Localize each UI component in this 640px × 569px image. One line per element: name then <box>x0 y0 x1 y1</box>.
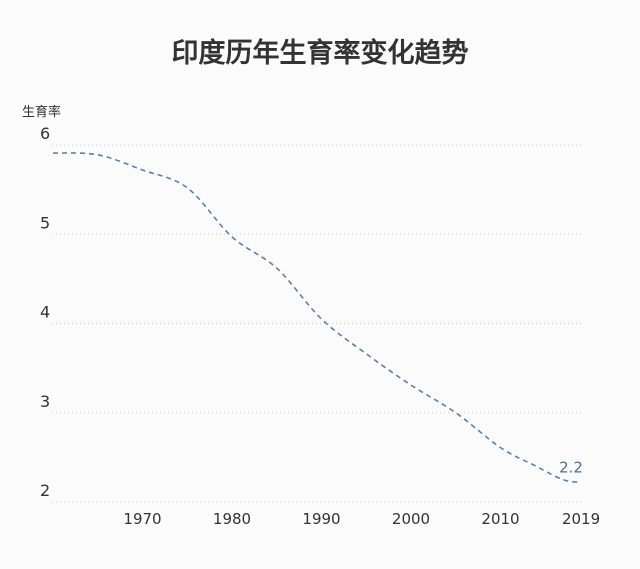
y-axis-label: 生育率 <box>22 104 61 120</box>
y-tick-label: 3 <box>40 392 50 411</box>
y-tick-label: 2 <box>40 481 50 500</box>
x-tick-label: 1980 <box>213 510 251 528</box>
chart-title: 印度历年生育率变化趋势 <box>172 37 469 69</box>
x-tick-label: 1990 <box>302 510 340 528</box>
x-tick-label: 1970 <box>123 510 161 528</box>
x-tick-label: 2000 <box>392 510 430 528</box>
grid-lines <box>52 144 582 503</box>
y-axis-ticks: 2 3 4 5 6 <box>40 124 50 500</box>
y-tick-label: 5 <box>40 213 50 232</box>
x-tick-label: 2010 <box>481 510 519 528</box>
x-axis-ticks: 1970 1980 1990 2000 2010 2019 <box>123 510 600 528</box>
y-tick-label: 6 <box>40 124 50 143</box>
y-tick-label: 4 <box>40 303 50 322</box>
series-line <box>52 152 582 484</box>
data-labels: 2.2 <box>559 458 583 476</box>
x-tick-label: 2019 <box>562 510 600 528</box>
data-label: 2.2 <box>559 458 583 476</box>
